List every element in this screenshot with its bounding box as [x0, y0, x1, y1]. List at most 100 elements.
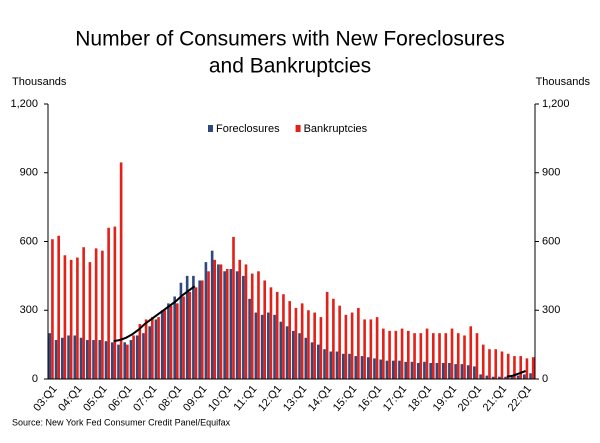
- bar: [357, 307, 360, 379]
- y-axis-label: Thousands: [12, 76, 67, 88]
- bar: [185, 275, 189, 379]
- bar: [513, 356, 516, 379]
- bar: [219, 264, 223, 379]
- bar: [341, 353, 345, 379]
- bar: [142, 333, 145, 379]
- bar: [354, 356, 358, 379]
- bar: [385, 360, 389, 379]
- bar: [529, 373, 532, 379]
- bar: [275, 291, 279, 379]
- bar: [188, 291, 192, 379]
- bar: [254, 312, 258, 379]
- bar: [248, 298, 251, 379]
- bar: [523, 374, 526, 379]
- bar: [475, 333, 479, 379]
- bar: [123, 342, 127, 379]
- bar: [151, 317, 154, 379]
- bar: [338, 305, 341, 379]
- bar: [423, 361, 426, 379]
- x-tick-label: 13:Q1: [281, 383, 309, 414]
- bar: [300, 303, 304, 379]
- x-tick-label: 16:Q1: [356, 383, 384, 414]
- bar: [494, 349, 498, 379]
- bar: [448, 362, 451, 379]
- y-tick-label: 0: [32, 373, 38, 385]
- x-tick-label: 04:Q1: [56, 383, 84, 414]
- bar: [466, 365, 470, 379]
- y-tick-label: 900: [20, 167, 38, 179]
- bar: [232, 236, 235, 379]
- bar: [379, 359, 383, 379]
- bar: [263, 280, 267, 379]
- bar: [488, 349, 491, 379]
- bar: [267, 312, 270, 379]
- x-tick-label: 18:Q1: [406, 383, 434, 414]
- bar: [332, 298, 335, 379]
- legend-label: Bankruptcies: [304, 123, 368, 135]
- bar: [500, 351, 504, 379]
- x-tick-label: 03:Q1: [31, 383, 59, 414]
- bar: [269, 287, 273, 379]
- bar: [138, 324, 142, 379]
- bar: [391, 360, 395, 379]
- y2-tick-label: 0: [542, 373, 548, 385]
- bar: [51, 239, 54, 379]
- bar: [98, 340, 102, 379]
- bar: [441, 362, 445, 379]
- bar: [160, 310, 164, 379]
- bar: [504, 376, 507, 379]
- bar: [204, 262, 208, 379]
- bar: [469, 326, 473, 379]
- bar: [79, 337, 83, 379]
- bar: [360, 356, 364, 379]
- bar: [485, 375, 489, 379]
- bar: [148, 326, 152, 379]
- bar: [473, 366, 476, 379]
- bar: [375, 317, 379, 379]
- bar: [67, 335, 70, 379]
- y-tick-label: 1,200: [10, 98, 38, 110]
- bar: [167, 303, 170, 379]
- bar: [316, 344, 320, 379]
- x-tick-label: 21:Q1: [481, 383, 509, 414]
- bar: [117, 344, 120, 379]
- y2-tick-label: 1,200: [542, 98, 570, 110]
- bar: [225, 269, 229, 379]
- bar: [213, 259, 217, 379]
- bar: [369, 319, 373, 379]
- bar: [348, 353, 351, 379]
- bar: [298, 333, 301, 379]
- bar: [207, 271, 210, 379]
- bar: [329, 351, 333, 379]
- chart-title: and Bankruptcies: [209, 55, 371, 78]
- bar: [132, 335, 135, 379]
- bar: [373, 358, 376, 379]
- bar: [463, 335, 466, 379]
- bar: [182, 296, 185, 379]
- bar: [410, 361, 414, 379]
- trend-line: [113, 285, 526, 378]
- bar: [438, 333, 441, 379]
- x-tick-label: 22:Q1: [506, 383, 534, 414]
- y2-tick-label: 600: [542, 235, 560, 247]
- bar: [454, 364, 457, 379]
- bar: [450, 328, 454, 379]
- bar: [335, 351, 339, 379]
- x-tick-label: 17:Q1: [381, 383, 409, 414]
- bar: [273, 314, 276, 379]
- bar: [435, 362, 439, 379]
- y2-axis-label: Thousands: [536, 76, 591, 88]
- bar: [238, 259, 242, 379]
- bar: [491, 376, 495, 379]
- x-tick-label: 05:Q1: [81, 383, 109, 414]
- bar: [400, 328, 404, 379]
- bar: [126, 344, 129, 379]
- bar: [525, 358, 529, 379]
- legend-swatch: [295, 125, 301, 132]
- bar: [129, 340, 133, 379]
- bar: [104, 341, 108, 379]
- bar: [323, 349, 326, 379]
- x-tick-label: 09:Q1: [181, 383, 209, 414]
- bar: [282, 294, 285, 379]
- bar: [244, 264, 248, 379]
